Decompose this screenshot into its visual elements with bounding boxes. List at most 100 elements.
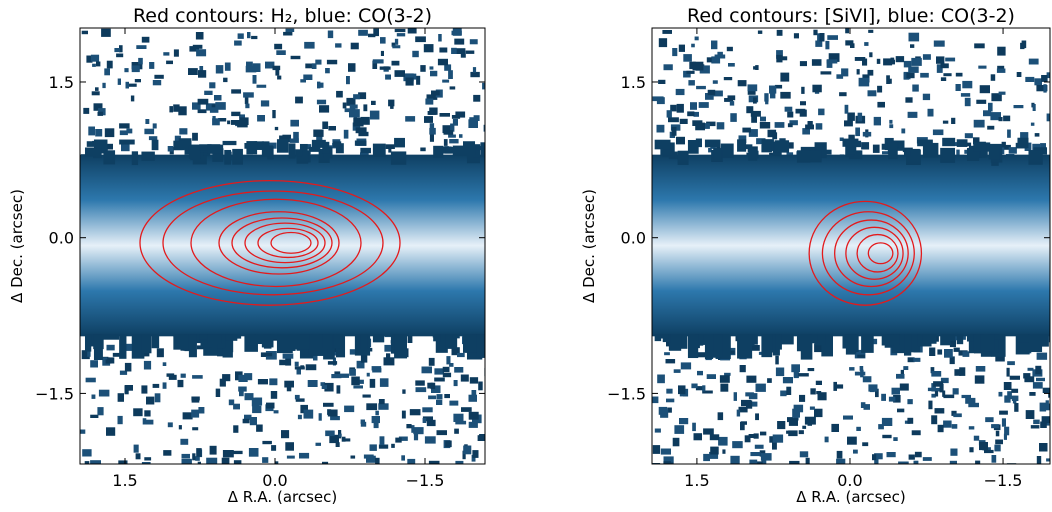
noise-pixel bbox=[1001, 418, 1006, 427]
noise-pixel bbox=[313, 353, 318, 361]
noise-pixel bbox=[1027, 367, 1034, 371]
noise-pixel bbox=[769, 436, 777, 443]
noise-pixel bbox=[119, 370, 128, 375]
noise-pixel bbox=[279, 135, 288, 141]
noise-pixel bbox=[910, 44, 915, 48]
band-edge bbox=[796, 150, 811, 163]
noise-pixel bbox=[144, 128, 155, 135]
image bbox=[652, 28, 1050, 464]
noise-pixel bbox=[877, 101, 885, 108]
noise-pixel bbox=[331, 374, 342, 379]
noise-pixel bbox=[888, 396, 896, 402]
noise-pixel bbox=[378, 444, 389, 449]
noise-pixel bbox=[711, 56, 721, 64]
contour bbox=[270, 231, 312, 254]
noise-pixel bbox=[445, 440, 452, 448]
noise-pixel bbox=[1029, 392, 1036, 396]
noise-pixel bbox=[119, 130, 128, 136]
band-edge bbox=[956, 139, 968, 147]
noise-pixel bbox=[784, 106, 793, 112]
noise-pixel bbox=[831, 423, 839, 432]
noise-pixel bbox=[82, 449, 92, 457]
noise-pixel bbox=[747, 84, 758, 92]
noise-pixel bbox=[710, 446, 719, 455]
contour bbox=[190, 198, 362, 288]
noise-pixel bbox=[805, 457, 810, 464]
noise-pixel bbox=[943, 394, 955, 399]
noise-pixel bbox=[737, 80, 747, 87]
noise-pixel bbox=[350, 455, 356, 459]
noise-pixel bbox=[407, 458, 416, 464]
noise-pixel bbox=[353, 385, 363, 389]
noise-pixel bbox=[748, 434, 758, 438]
noise-pixel bbox=[943, 73, 952, 77]
band-edge bbox=[973, 334, 984, 354]
noise-pixel bbox=[815, 123, 823, 130]
noise-pixel bbox=[683, 70, 691, 78]
noise-pixel bbox=[126, 83, 137, 87]
noise-pixel bbox=[430, 70, 438, 77]
noise-pixel bbox=[811, 59, 822, 66]
image bbox=[80, 28, 485, 464]
noise-pixel bbox=[391, 443, 395, 448]
noise-pixel bbox=[219, 378, 226, 387]
noise-pixel bbox=[907, 399, 913, 405]
noise-pixel bbox=[974, 43, 985, 49]
noise-pixel bbox=[90, 414, 99, 418]
noise-pixel bbox=[703, 428, 714, 435]
noise-pixel bbox=[722, 449, 726, 454]
noise-pixel bbox=[349, 349, 360, 355]
noise-pixel bbox=[442, 372, 452, 378]
noise-pixel bbox=[305, 63, 315, 69]
contour bbox=[808, 200, 923, 306]
noise-pixel bbox=[855, 127, 860, 137]
band-edge bbox=[940, 147, 956, 163]
noise-pixel bbox=[454, 38, 465, 45]
noise-pixel bbox=[163, 52, 170, 56]
noise-pixel bbox=[848, 134, 855, 142]
band-edge bbox=[740, 144, 753, 150]
noise-pixel bbox=[178, 425, 182, 430]
noise-pixel bbox=[911, 57, 922, 66]
noise-pixel bbox=[755, 65, 759, 70]
y-tick-label: 0.0 bbox=[49, 229, 74, 248]
noise-pixel bbox=[1023, 373, 1031, 379]
band-edge bbox=[942, 137, 956, 147]
axes-frame bbox=[651, 27, 1051, 465]
noise-pixel bbox=[350, 42, 359, 50]
noise-pixel bbox=[442, 366, 450, 373]
noise-pixel bbox=[738, 135, 747, 143]
noise-pixel bbox=[800, 101, 806, 106]
noise-pixel bbox=[143, 419, 154, 425]
noise-pixel bbox=[1042, 387, 1050, 393]
noise-pixel bbox=[1021, 40, 1027, 49]
band-edge bbox=[212, 149, 224, 162]
noise-pixel bbox=[775, 355, 779, 365]
noise-pixel bbox=[984, 449, 994, 454]
noise-pixel bbox=[449, 139, 459, 144]
noise-pixel bbox=[753, 433, 759, 439]
band-edge bbox=[296, 151, 309, 164]
noise-pixel bbox=[327, 30, 334, 39]
noise-pixel bbox=[93, 103, 103, 111]
noise-pixel bbox=[384, 344, 392, 352]
noise-pixel bbox=[884, 59, 895, 65]
noise-pixel bbox=[688, 80, 695, 86]
noise-pixel bbox=[143, 360, 152, 370]
noise-pixel bbox=[198, 70, 207, 78]
noise-pixel bbox=[767, 378, 772, 383]
noise-pixel bbox=[666, 110, 672, 118]
noise-pixel bbox=[985, 417, 994, 423]
noise-pixel bbox=[380, 50, 384, 56]
noise-pixel bbox=[660, 409, 669, 418]
noise-pixel bbox=[197, 109, 207, 114]
noise-pixel bbox=[744, 435, 751, 443]
noise-pixel bbox=[802, 128, 810, 135]
noise-pixel bbox=[363, 104, 368, 112]
noise-pixel bbox=[1009, 375, 1020, 380]
noise-pixel bbox=[872, 144, 880, 153]
noise-pixel bbox=[1001, 141, 1006, 146]
noise-pixel bbox=[144, 457, 152, 461]
noise-pixel bbox=[167, 422, 173, 428]
band-edge bbox=[1028, 150, 1043, 165]
